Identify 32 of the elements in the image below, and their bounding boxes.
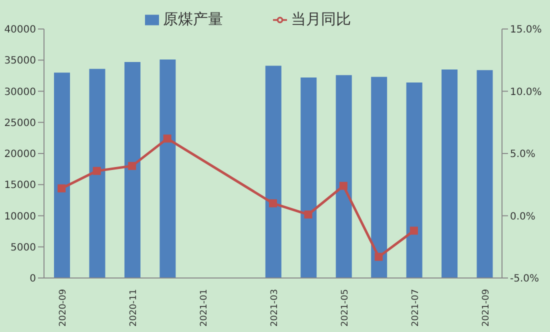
point — [304, 210, 312, 219]
x-tick-label: 2021-07 — [410, 289, 421, 327]
y2-tick-label: 10.0% — [510, 86, 542, 98]
y-tick-label: 15000 — [4, 180, 36, 192]
y2-tick-label: 5.0% — [510, 149, 536, 160]
point — [163, 134, 172, 143]
legend-label: 当月同比 — [291, 10, 351, 28]
y-tick-label: 5000 — [10, 242, 36, 254]
y-tick-label: 35000 — [4, 56, 36, 67]
point — [58, 184, 66, 192]
point — [339, 182, 348, 190]
y2-tick-label: 15.0% — [510, 24, 542, 36]
x-tick-label: 2021-03 — [270, 289, 280, 327]
x-tick-label: 2021-09 — [481, 288, 492, 327]
x-tick-label: 2020-09 — [58, 288, 69, 327]
y-tick-label: 0 — [30, 274, 36, 285]
point — [92, 166, 101, 175]
x-tick-label: 2021-05 — [340, 289, 350, 327]
legend-label: 原煤产量 — [163, 10, 223, 28]
point — [410, 226, 418, 235]
y-tick-label: 10000 — [4, 211, 36, 222]
y2-tick-label: 0.0% — [510, 211, 536, 222]
y-tick-label: 20000 — [4, 149, 36, 160]
point — [128, 162, 136, 170]
point — [269, 199, 277, 208]
y-tick-label: 25000 — [4, 118, 36, 129]
y2-tick-label: -5.0% — [510, 274, 540, 285]
y-tick-label: 40000 — [4, 24, 36, 36]
point — [374, 252, 383, 261]
x-tick-label: 2020-11 — [129, 289, 140, 327]
x-tick-label: 2021-01 — [200, 289, 210, 327]
y-tick-label: 30000 — [4, 86, 36, 98]
